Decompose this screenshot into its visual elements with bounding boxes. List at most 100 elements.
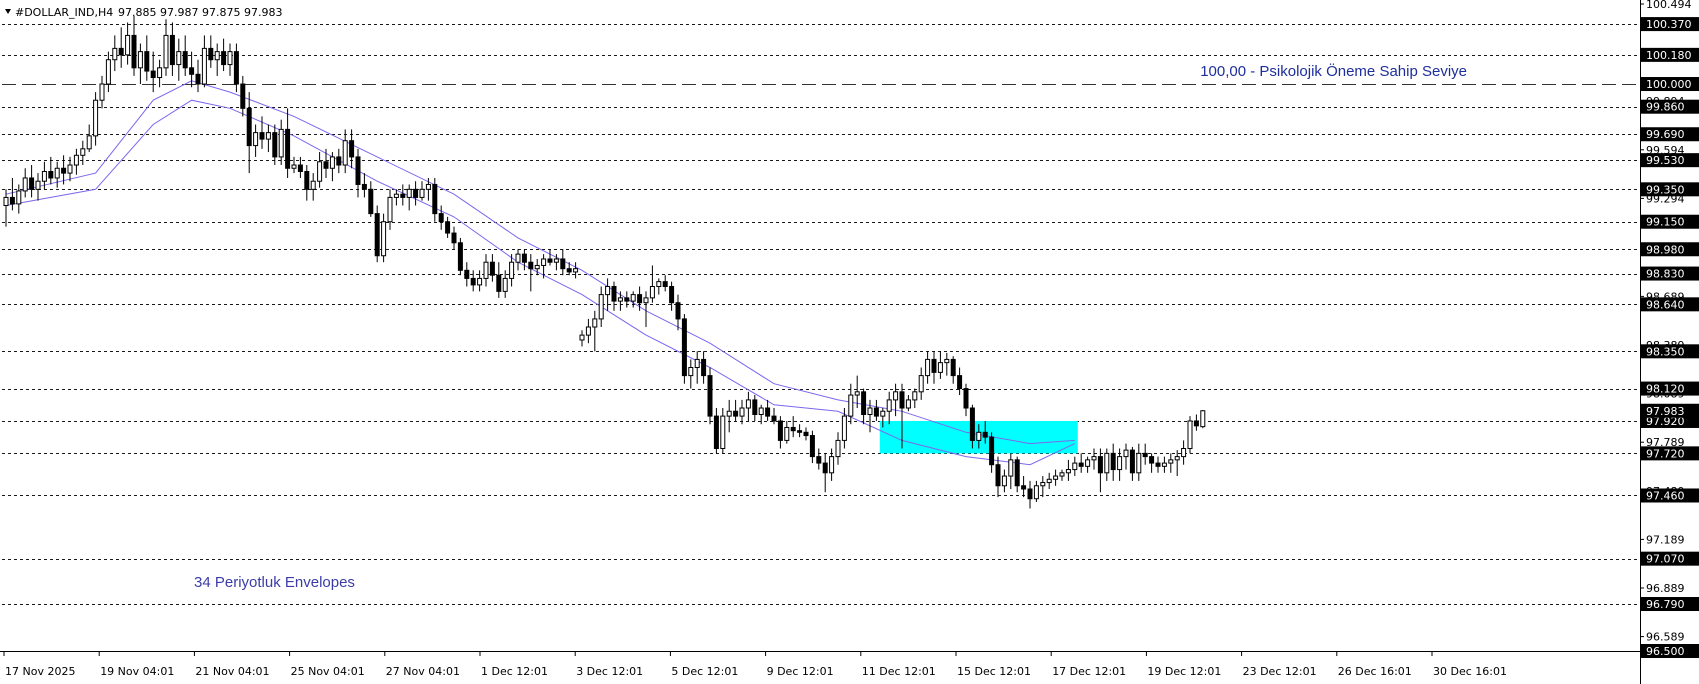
candle — [374, 205, 380, 263]
candle — [579, 330, 585, 347]
candle — [342, 129, 348, 174]
candle — [29, 165, 35, 198]
candle-body-up — [553, 258, 559, 263]
candle-body-down — [822, 462, 828, 474]
candle — [1104, 448, 1110, 481]
candle-body-up — [1065, 469, 1071, 474]
candle — [169, 22, 175, 76]
candle — [1117, 448, 1123, 481]
candle — [649, 265, 655, 303]
candle — [1001, 469, 1007, 493]
candle-body-down — [873, 407, 879, 417]
candle — [278, 119, 284, 166]
candle — [157, 59, 163, 88]
candle — [1149, 453, 1155, 473]
candle — [957, 367, 963, 396]
level-badge-label: 97.460 — [1646, 489, 1685, 502]
candle-body-down — [368, 188, 374, 215]
current-price-label: 97.983 — [1646, 405, 1685, 418]
candle-body-down — [713, 415, 719, 450]
candle — [144, 35, 150, 81]
candle-body-up — [912, 391, 918, 401]
level-badge-label: 99.350 — [1646, 183, 1685, 196]
level-badge-label: 99.530 — [1646, 154, 1685, 167]
candle — [829, 448, 835, 481]
candle — [393, 189, 399, 206]
candle-body-down — [1097, 456, 1103, 474]
candle — [1021, 476, 1027, 498]
candle — [1129, 446, 1135, 481]
candle-body-down — [118, 47, 124, 56]
candle — [694, 351, 700, 384]
candle-body-up — [163, 34, 169, 69]
candle-body-up — [1040, 482, 1046, 487]
candle-body-up — [329, 156, 335, 169]
candle-body-up — [573, 268, 579, 273]
candle-body-up — [227, 51, 233, 66]
candle — [720, 408, 726, 454]
candle — [1168, 453, 1174, 473]
candle-body-down — [637, 294, 643, 304]
candle-body-up — [1072, 462, 1078, 471]
candle — [16, 184, 22, 214]
candle-body-up — [605, 286, 611, 296]
candle-body-up — [381, 221, 387, 257]
candle-body-down — [566, 268, 572, 273]
candle — [349, 129, 355, 169]
candle — [1027, 480, 1033, 509]
candle — [547, 249, 553, 266]
horizontal-levels — [2, 24, 1640, 652]
candle — [560, 249, 566, 276]
level-badge-label: 99.150 — [1646, 216, 1685, 229]
candle — [438, 205, 444, 230]
candle-body-up — [854, 391, 860, 396]
candle — [22, 168, 28, 198]
candle-body-up — [1123, 449, 1129, 458]
candle — [240, 75, 246, 117]
candle-body-down — [240, 83, 246, 109]
candle-body-down — [400, 193, 406, 198]
candle-body-up — [317, 161, 323, 182]
candle — [253, 124, 259, 157]
level-badge — [1641, 488, 1699, 503]
candle — [893, 383, 899, 417]
candle — [534, 258, 540, 276]
candle — [310, 173, 316, 201]
time-tick-label: 25 Nov 04:01 — [291, 665, 365, 678]
candle-body-up — [1161, 462, 1167, 467]
candle — [797, 424, 803, 438]
candle-body-up — [86, 135, 92, 150]
triangle-down-icon[interactable] — [5, 9, 11, 14]
candle-body-down — [982, 431, 988, 438]
candle — [771, 408, 777, 425]
candle — [489, 254, 495, 282]
candle-body-up — [137, 51, 143, 69]
candle — [3, 189, 9, 227]
candle-body-up — [739, 407, 745, 417]
candle — [566, 262, 572, 276]
candle-body-up — [509, 261, 515, 279]
price-tick-label: 100.494 — [1646, 0, 1692, 11]
level-badge — [1641, 644, 1699, 658]
candle — [323, 148, 329, 178]
candle-body-up — [1053, 475, 1059, 480]
candle — [182, 35, 188, 76]
candle — [1193, 414, 1199, 431]
candle — [35, 173, 41, 201]
candle — [445, 216, 451, 238]
candle — [937, 351, 943, 379]
candle-body-up — [419, 188, 425, 198]
candle-body-down — [272, 132, 278, 158]
level-badge — [1641, 153, 1699, 168]
candle-body-up — [1091, 456, 1097, 461]
candle — [969, 404, 975, 449]
candle-body-up — [643, 297, 649, 304]
candle-body-down — [675, 302, 681, 320]
level-badge — [1641, 344, 1699, 359]
candle — [656, 278, 662, 295]
time-tick-label: 21 Nov 04:01 — [195, 665, 269, 678]
candle — [861, 388, 867, 425]
candle — [400, 184, 406, 206]
candle — [745, 391, 751, 421]
candle-body-down — [464, 269, 470, 279]
